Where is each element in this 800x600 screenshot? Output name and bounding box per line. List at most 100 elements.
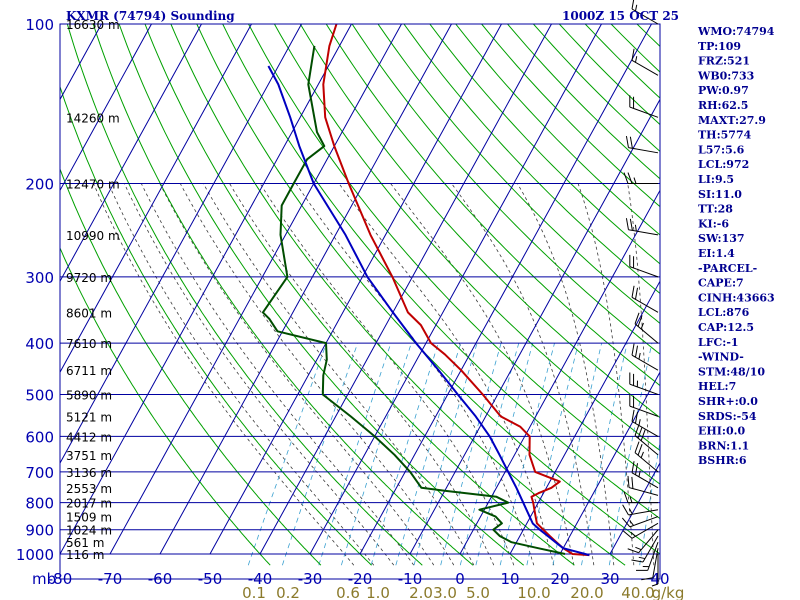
- temperature-tick-label: -50: [198, 570, 223, 588]
- moist-adiabat: [123, 183, 395, 566]
- pressure-unit-label: mb: [32, 570, 56, 588]
- barb-shaft: [642, 535, 659, 563]
- mixing-ratio-line: [440, 342, 502, 566]
- index-item: WB0:733: [697, 69, 754, 82]
- grid: [60, 24, 660, 555]
- index-item: LCL:972: [698, 158, 749, 171]
- dry-adiabats: [60, 24, 660, 566]
- barb-flag: [637, 444, 643, 456]
- barb-shaft: [629, 266, 659, 278]
- mixing-ratio-line: [639, 440, 660, 566]
- index-item: SW:137: [698, 232, 745, 245]
- barb-flag: [631, 285, 635, 298]
- wind-barb: [627, 529, 659, 554]
- moist-adiabat: [229, 183, 495, 566]
- barb-shaft: [629, 516, 659, 528]
- barb-flag: [629, 218, 633, 231]
- wind-barb: [625, 218, 659, 236]
- mixing-ratio-label: 5.0: [466, 584, 490, 600]
- barb-half-flag: [638, 419, 641, 426]
- index-item: PW:0.97: [698, 84, 749, 97]
- index-item: WMO:74794: [697, 25, 775, 38]
- dry-adiabat: [247, 24, 660, 485]
- dry-adiabat: [351, 24, 660, 355]
- barb-flag: [625, 135, 629, 148]
- dewpoint-trace: [261, 45, 566, 555]
- temperature-tick-label: 30: [600, 570, 619, 588]
- wind-barb: [622, 522, 659, 539]
- barb-shaft: [634, 452, 659, 473]
- wind-barb: [631, 343, 659, 371]
- barb-shaft: [629, 405, 659, 417]
- mixing-ratio-label: 2.0: [409, 584, 433, 600]
- pressure-tick-label: 200: [25, 176, 54, 194]
- barb-flag: [634, 463, 639, 475]
- wind-barb: [631, 461, 659, 489]
- index-item: EI:1.4: [698, 247, 735, 260]
- index-item: CAPE:7: [698, 277, 744, 290]
- moist-adiabat: [159, 183, 435, 566]
- barb-flag: [634, 312, 640, 324]
- index-item: LFC:-1: [698, 336, 739, 349]
- isotherm-line: [209, 24, 502, 555]
- dry-adiabat: [273, 24, 660, 452]
- barb-half-flag: [640, 451, 644, 458]
- index-item: KI:-6: [698, 217, 729, 230]
- barb-shaft: [631, 59, 659, 76]
- pressure-tick-label: 600: [25, 428, 54, 446]
- barb-flag: [627, 475, 630, 488]
- sounding-time: 1000Z 15 OCT 25: [562, 9, 679, 23]
- moist-adiabat: [93, 183, 355, 566]
- mixing-ratio-line: [526, 343, 579, 566]
- barb-flag: [622, 530, 633, 539]
- moist-adiabat: [179, 183, 455, 566]
- dry-adiabat: [60, 167, 322, 566]
- mixing-ratio-label: 0.1: [242, 584, 266, 600]
- isotherm-line: [559, 371, 660, 555]
- height-label: 5121 m: [66, 410, 112, 424]
- mixing-ratio-label: 1.0: [366, 584, 390, 600]
- barb-flag: [631, 559, 644, 563]
- wind-barb: [634, 312, 659, 344]
- index-item: BRN:1.1: [698, 439, 749, 452]
- moist-adiabat: [259, 183, 515, 566]
- barb-flag: [634, 424, 640, 436]
- temperature-tick-label: -40: [248, 570, 273, 588]
- barb-shaft: [631, 354, 659, 371]
- pressure-tick-label: 1000: [16, 546, 54, 564]
- index-item: MAXT:27.9: [698, 114, 766, 127]
- barb-flag: [637, 315, 643, 327]
- barb-half-flag: [628, 508, 633, 515]
- mixing-ratio-label: 20.0: [570, 584, 603, 600]
- barb-flag: [634, 345, 639, 358]
- barb-flag: [627, 172, 633, 184]
- plot-frame: [59, 23, 661, 580]
- mixing-ratio-line: [459, 342, 520, 566]
- temperature-tick-label: -70: [98, 570, 123, 588]
- isotherm-line: [60, 24, 252, 374]
- mixing-ratio-line: [395, 342, 462, 566]
- dry-adiabat: [403, 24, 660, 294]
- wind-barb: [622, 504, 659, 516]
- pressure-tick-label: 800: [25, 495, 54, 513]
- isotherm-line: [309, 24, 602, 555]
- dry-adiabat: [222, 24, 660, 520]
- mixing-ratio-line: [247, 342, 327, 566]
- index-item: TH:5774: [698, 129, 752, 142]
- barb-flag: [631, 0, 635, 10]
- height-label: 7610 m: [66, 337, 112, 351]
- barb-shaft: [631, 472, 659, 489]
- barb-flag: [640, 429, 646, 441]
- dry-adiabat: [118, 24, 525, 566]
- barb-flag: [634, 411, 639, 424]
- index-item: TT:28: [698, 203, 733, 216]
- barb-shaft: [628, 487, 659, 496]
- barb-flag: [631, 343, 635, 356]
- isotherm-line: [109, 24, 402, 555]
- mixing-ratio-label: 0.6: [336, 584, 360, 600]
- moist-adiabat: [627, 183, 655, 566]
- barb-flag: [627, 548, 639, 554]
- moist-adiabat: [451, 183, 595, 566]
